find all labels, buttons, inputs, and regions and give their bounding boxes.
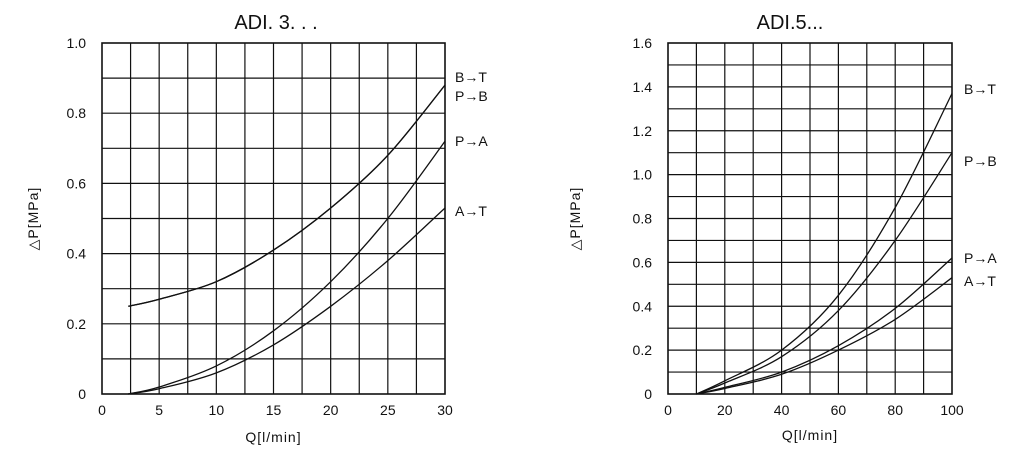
plot-frame <box>101 42 446 395</box>
series-label-b-to-t: B→T <box>964 81 996 97</box>
y-tick-label: 1.0 <box>633 167 653 183</box>
series-line-a-to-t <box>128 207 446 395</box>
x-tick-label: 20 <box>717 402 733 418</box>
x-tick-label: 0 <box>98 402 106 418</box>
series-line-b-to-t <box>128 84 446 307</box>
series-line-b-to-t <box>696 93 953 395</box>
series-label-p-to-a: P→A <box>455 133 488 149</box>
y-tick-label: 0.8 <box>67 105 87 121</box>
y-tick-label: 0.6 <box>633 254 653 270</box>
chart-1: ADI. 3. . . 0 5 10 15 20 25 30 0 0.2 0.4 0.6 0.8 1.0 Q… <box>25 12 488 445</box>
y-tick-label: 1.4 <box>633 79 653 95</box>
y-tick-label: 0.4 <box>67 246 87 262</box>
x-tick-label: 15 <box>266 402 282 418</box>
y-tick-label: 1.0 <box>67 35 87 51</box>
series-line-p-to-a <box>696 257 953 395</box>
y-tick-label: 0.8 <box>633 211 653 227</box>
series-line-p-to-b <box>696 152 953 395</box>
x-tick-label: 0 <box>664 402 672 418</box>
series-label-a-to-t: A→T <box>964 273 996 289</box>
x-axis-label: Q[l/min] <box>782 427 838 443</box>
series-label-a-to-t: A→T <box>455 203 487 219</box>
x-tick-label: 30 <box>437 402 453 418</box>
x-tick-label: 20 <box>323 402 339 418</box>
y-tick-label: 1.2 <box>633 123 653 139</box>
series-line-p-to-a <box>128 140 446 395</box>
x-tick-label: 60 <box>831 402 847 418</box>
y-tick-label: 0 <box>78 386 86 402</box>
series-line-a-to-t <box>696 277 953 395</box>
series-label-p-to-a: P→A <box>964 250 997 266</box>
plot-frame <box>667 42 953 395</box>
y-tick-label: 1.6 <box>633 35 653 51</box>
x-tick-label: 5 <box>155 402 163 418</box>
grid <box>668 43 952 394</box>
x-axis-label: Q[l/min] <box>245 429 301 445</box>
y-axis-label: △P[MPa] <box>25 187 41 251</box>
y-tick-label: 0.4 <box>633 298 653 314</box>
chart-title: ADI. 3. . . <box>234 12 317 34</box>
series-label-b-to-t: B→T <box>455 69 487 85</box>
chart-title: ADI.5... <box>757 12 824 34</box>
y-tick-label: 0 <box>644 386 652 402</box>
x-tick-label: 40 <box>774 402 790 418</box>
chart-2: ADI.5... 0 20 40 60 80 100 0 0.2 0.4 0.6 0.8 1.0 1.2 1… <box>567 12 997 443</box>
x-tick-label: 10 <box>209 402 225 418</box>
y-axis-label: △P[MPa] <box>567 187 583 251</box>
series-line-p-to-b <box>128 84 446 307</box>
x-tick-label: 25 <box>380 402 396 418</box>
x-tick-label: 100 <box>940 402 964 418</box>
grid <box>102 43 445 394</box>
y-tick-label: 0.6 <box>67 175 87 191</box>
y-tick-label: 0.2 <box>633 342 653 358</box>
x-tick-label: 80 <box>887 402 903 418</box>
y-tick-label: 0.2 <box>67 316 87 332</box>
series-label-p-to-b: P→B <box>964 153 997 169</box>
series-label-p-to-b: P→B <box>455 88 488 104</box>
